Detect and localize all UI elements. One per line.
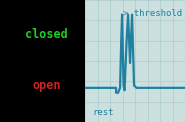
Text: rest: rest: [92, 108, 114, 117]
Text: open: open: [33, 79, 61, 92]
Text: closed: closed: [25, 28, 68, 41]
Text: > threshold: > threshold: [123, 9, 182, 18]
